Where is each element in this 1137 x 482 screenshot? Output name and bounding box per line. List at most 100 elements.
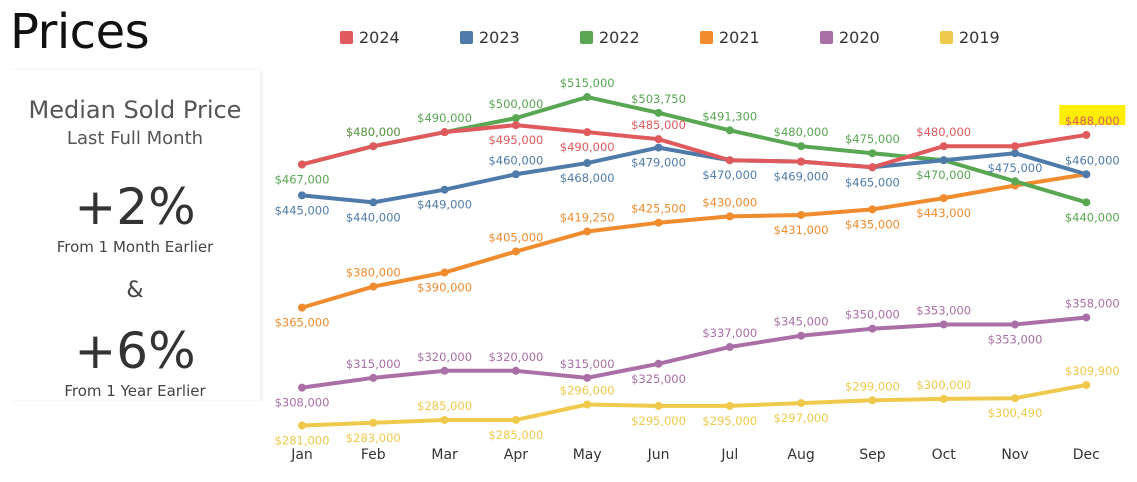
legend-item-2023[interactable]: 2023 [460,26,520,48]
data-label-2023: $460,000 [488,153,543,167]
x-tick-label: Sep [859,447,886,463]
x-tick-label: Jun [647,447,670,463]
data-point-2024 [939,142,948,151]
series-line-2021 [300,172,1089,310]
data-label-2019: $295,000 [631,414,686,428]
data-label-2022: $440,000 [1065,210,1120,224]
data-point-2022 [797,142,806,151]
data-label-2020: $353,000 [988,332,1043,346]
highlight-box [1059,104,1126,125]
data-point-2024 [725,156,734,165]
data-label-2021: $435,000 [845,217,900,231]
data-point-2024 [654,135,663,144]
data-label-2023: $468,000 [560,171,615,185]
legend-item-2019[interactable]: 2019 [940,26,1000,48]
data-point-2019 [654,401,663,410]
legend-item-2020[interactable]: 2020 [820,26,880,48]
data-label-2021: $365,000 [275,316,330,330]
legend-swatch [940,30,953,44]
data-point-2022 [511,114,520,123]
data-point-2019 [939,394,948,403]
series-line-2019 [300,382,1089,428]
x-tick-label: Jan [290,447,313,463]
x-tick-label: Nov [1001,447,1028,463]
data-label-2019: $285,000 [488,428,543,442]
data-label-2020: $315,000 [346,357,401,371]
data-label-2023: $465,000 [845,175,900,189]
data-label-2020: $345,000 [774,315,829,329]
data-point-2023 [583,159,592,168]
data-point-2019 [369,418,378,427]
data-label-2020: $308,000 [275,396,330,410]
data-label-2020: $325,000 [631,372,686,386]
year-change-value: +6% [74,322,196,380]
data-point-2020 [654,359,663,368]
data-label-2021: $425,500 [631,202,686,216]
legend-label: 2022 [599,27,640,47]
data-label-2024: $480,000 [346,125,401,139]
page-title: Prices [10,4,150,60]
legend-swatch [340,30,353,44]
data-point-2020 [440,366,449,375]
series-line-2020 [300,315,1089,390]
legend-swatch [580,30,593,44]
data-point-2019 [868,396,877,405]
data-label-2022: $515,000 [560,76,615,90]
data-point-2019 [440,415,449,424]
data-point-2020 [868,324,877,333]
data-point-2019 [511,415,520,424]
data-label-2024: $480,000 [916,125,971,139]
data-label-2024: $488,000 [1065,114,1120,128]
legend-item-2024[interactable]: 2024 [340,26,400,48]
data-label-2022: $467,000 [275,172,330,186]
data-label-2022: $480,000 [774,125,829,139]
data-point-2022 [725,126,734,135]
data-label-2023: $445,000 [275,203,330,217]
data-label-2019: $285,000 [417,399,472,413]
data-label-2021: $390,000 [417,281,472,295]
data-point-2021 [868,205,877,214]
data-label-2021: $431,000 [774,223,829,237]
data-point-2019 [797,399,806,408]
data-label-2021: $380,000 [346,266,401,280]
data-point-2023 [511,170,520,179]
legend-item-2021[interactable]: 2021 [700,26,760,48]
data-label-2019: $300,490 [988,406,1043,420]
legend-label: 2019 [959,27,1000,47]
data-point-2020 [797,331,806,340]
data-point-2020 [725,342,734,351]
data-point-2019 [1011,394,1019,403]
ampersand-text: & [126,278,144,303]
data-label-2022: $480,000 [346,125,401,139]
data-point-2021 [369,282,378,291]
series-line-2023 [300,145,1089,205]
data-point-2019 [583,400,592,409]
data-label-2021: $430,000 [702,195,757,209]
data-point-2023 [654,143,663,152]
legend-label: 2021 [719,27,760,47]
series-line-2024 [300,123,1089,170]
legend-swatch [460,30,473,44]
legend-swatch [700,30,713,44]
data-label-2020: $358,000 [1065,296,1120,310]
data-label-2022: $500,000 [488,97,543,111]
legend-swatch [820,30,833,44]
data-point-2021 [440,268,449,277]
data-point-2021 [725,212,734,221]
data-label-2024: $485,000 [631,118,686,132]
data-label-2023: $479,000 [631,156,686,170]
data-label-2020: $337,000 [702,326,757,340]
data-point-2024 [797,157,806,166]
data-point-2020 [1011,320,1019,329]
data-label-2023: $475,000 [988,161,1043,175]
legend-item-2022[interactable]: 2022 [580,26,640,48]
data-point-2023 [1082,170,1091,179]
data-label-2019: $281,000 [275,434,330,448]
data-label-2023: $449,000 [417,198,472,212]
data-label-2023: $460,000 [1065,153,1120,167]
data-point-2022 [583,93,592,102]
data-point-2020 [511,366,520,375]
data-point-2024 [369,142,378,151]
data-point-2022 [1011,177,1019,186]
